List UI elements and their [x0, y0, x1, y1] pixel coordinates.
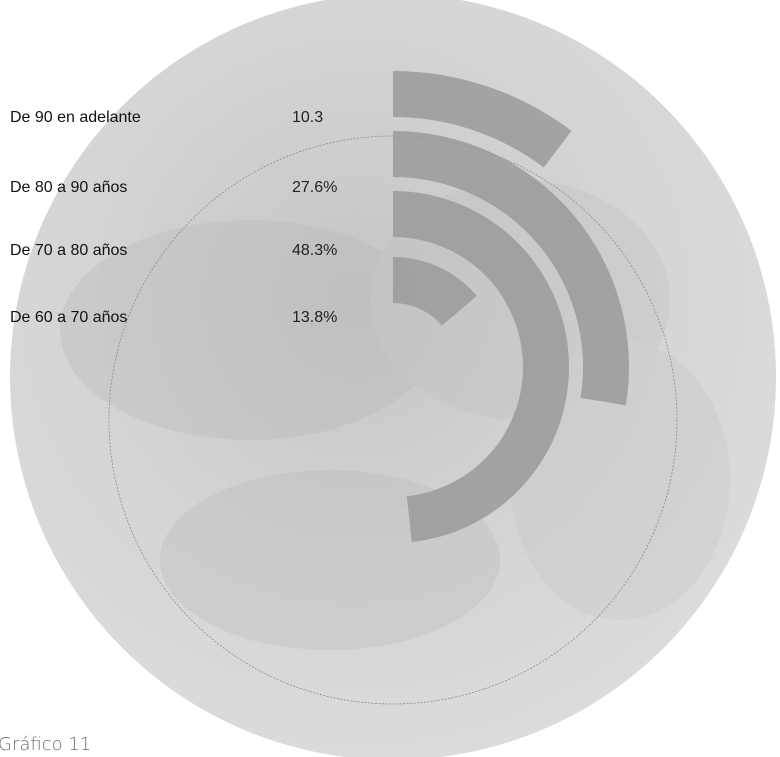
legend-label: De 80 a 90 años — [10, 179, 128, 196]
legend-label: De 70 a 80 años — [10, 242, 128, 259]
legend-label: De 90 en adelante — [10, 109, 141, 126]
legend-row-80-90: De 80 a 90 años 27.6% — [10, 179, 370, 203]
legend-row-90-plus: De 90 en adelante 10.3 — [10, 109, 370, 133]
value-label: 27.6% — [292, 179, 338, 196]
bar-80-90 — [393, 131, 630, 406]
chart-caption: Gráfico 11 — [0, 734, 92, 755]
value-label: 48.3% — [292, 242, 338, 259]
value-label: 10.3 — [292, 109, 324, 126]
bar-60-70 — [393, 257, 477, 326]
value-label: 13.8% — [292, 309, 338, 326]
legend-label: De 60 a 70 años — [10, 309, 128, 326]
legend-row-60-70: De 60 a 70 años 13.8% — [10, 309, 370, 333]
bar-90-plus — [393, 71, 572, 168]
background-texture — [60, 180, 730, 650]
bar-70-80 — [393, 191, 570, 542]
bars-group — [393, 71, 630, 542]
background-photo-disc — [10, 0, 776, 757]
legend-row-70-80: De 70 a 80 años 48.3% — [10, 242, 370, 266]
